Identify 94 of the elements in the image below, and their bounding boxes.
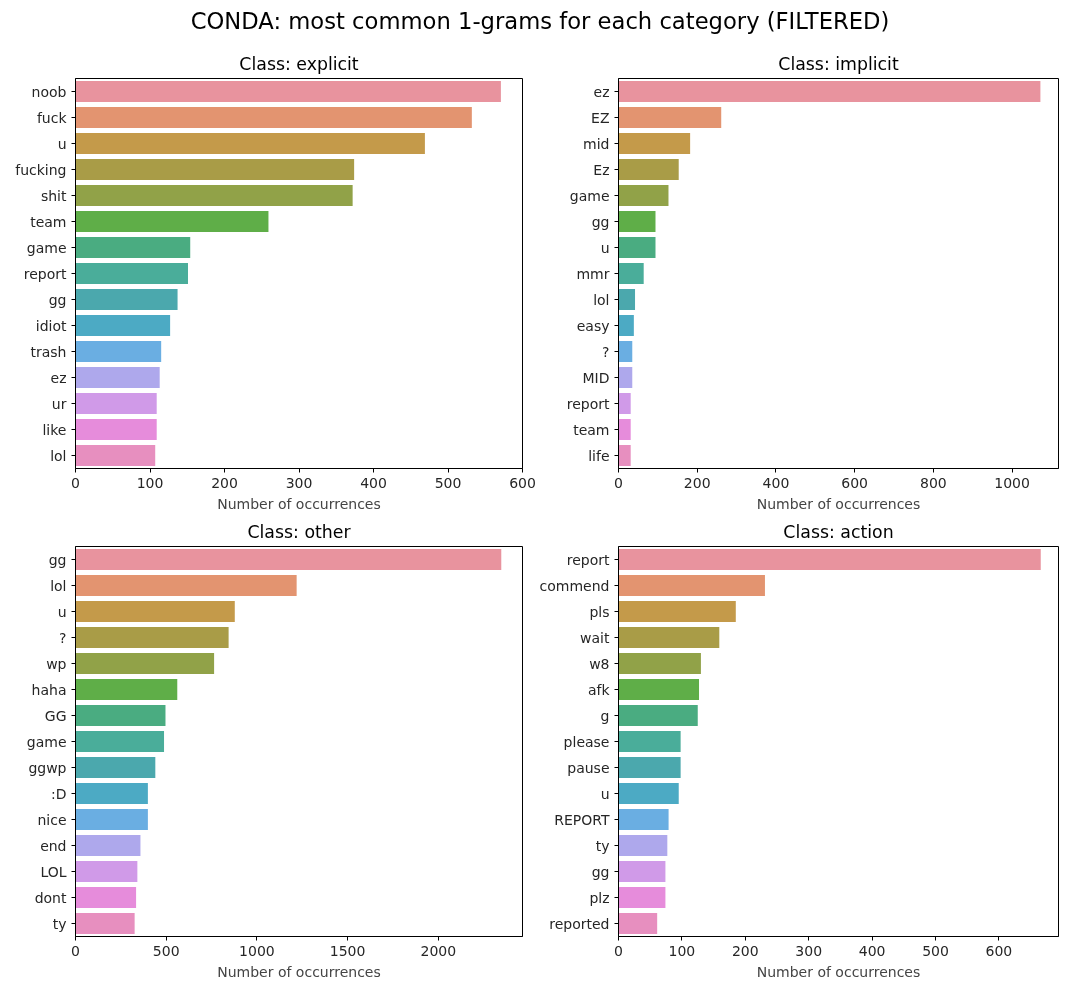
y-tick-label: pls xyxy=(589,603,610,620)
y-tick-label: ur xyxy=(51,395,67,412)
chart-title: Class: other xyxy=(247,521,352,542)
y-tick-label: like xyxy=(42,421,67,438)
y-tick-label: REPORT xyxy=(554,811,610,828)
x-tick-label: 2000 xyxy=(420,942,457,959)
x-tick-label: 600 xyxy=(509,474,536,491)
x-tick-label: 600 xyxy=(985,942,1013,959)
x-tick-label: 200 xyxy=(211,474,238,491)
x-tick-label: 0 xyxy=(71,474,80,491)
y-tick-label: ez xyxy=(593,83,610,100)
x-tick-label: 300 xyxy=(795,942,823,959)
x-tick-label: 600 xyxy=(841,474,869,491)
x-tick-label: 100 xyxy=(136,474,164,491)
y-tick-label: w8 xyxy=(589,655,610,672)
x-axis-title: Number of occurrences xyxy=(217,963,381,980)
x-tick-label: 1000 xyxy=(994,474,1030,491)
y-tick-label: gg xyxy=(591,213,610,230)
y-tick-label: gg xyxy=(591,863,610,880)
chart-title: Class: action xyxy=(783,521,894,542)
y-tick-label: game xyxy=(26,733,67,750)
y-tick-label: lol xyxy=(50,577,67,594)
y-tick-label: ty xyxy=(595,837,610,854)
y-tick-label: mmr xyxy=(576,265,610,282)
x-tick-label: 0 xyxy=(614,942,623,959)
y-tick-label: afk xyxy=(587,681,611,698)
y-tick-label: wait xyxy=(580,629,611,646)
x-tick-label: 400 xyxy=(762,474,790,491)
y-tick-label: easy xyxy=(576,317,610,334)
x-tick-label: 200 xyxy=(683,474,711,491)
y-tick-label: team xyxy=(30,213,67,230)
y-tick-label: u xyxy=(57,135,67,152)
y-tick-label: EZ xyxy=(591,109,610,126)
y-tick-label: nice xyxy=(37,811,67,828)
y-tick-label: lol xyxy=(50,447,67,464)
y-tick-label: ? xyxy=(59,629,67,646)
y-tick-label: ? xyxy=(602,343,610,360)
y-tick-label: fucking xyxy=(15,161,67,178)
x-tick-label: 800 xyxy=(919,474,947,491)
x-tick-label: 500 xyxy=(152,942,180,959)
x-tick-label: 0 xyxy=(614,474,623,491)
x-tick-label: 500 xyxy=(434,474,462,491)
x-tick-label: 0 xyxy=(71,942,80,959)
y-tick-label: end xyxy=(40,837,67,854)
y-tick-label: dont xyxy=(34,889,68,906)
y-tick-label: MID xyxy=(582,369,610,386)
y-tick-label: :D xyxy=(51,785,67,802)
y-tick-label: LOL xyxy=(40,863,67,880)
x-tick-label: 400 xyxy=(360,474,387,491)
y-tick-label: ez xyxy=(50,369,67,386)
y-tick-label: ggwp xyxy=(28,759,67,776)
x-tick-label: 1500 xyxy=(329,942,366,959)
y-tick-label: please xyxy=(563,733,610,750)
y-tick-label: report xyxy=(566,395,611,412)
y-tick-label: commend xyxy=(539,577,610,594)
x-axis-title: Number of occurrences xyxy=(217,495,381,512)
y-tick-label: lol xyxy=(593,291,610,308)
x-tick-label: 500 xyxy=(922,942,949,959)
x-tick-label: 100 xyxy=(668,942,696,959)
y-tick-label: fuck xyxy=(36,109,68,126)
x-axis-title: Number of occurrences xyxy=(756,495,921,512)
y-tick-label: shit xyxy=(40,187,68,204)
y-tick-label: reported xyxy=(549,915,610,932)
x-axis-title: Number of occurrences xyxy=(756,963,921,980)
y-tick-label: report xyxy=(566,551,611,568)
y-tick-label: wp xyxy=(46,655,67,672)
y-tick-label: idiot xyxy=(35,317,68,334)
y-tick-label: u xyxy=(57,603,67,620)
y-tick-label: noob xyxy=(31,83,67,100)
y-tick-label: pause xyxy=(567,759,610,776)
y-tick-label: game xyxy=(26,239,67,256)
y-tick-label: ty xyxy=(52,915,67,932)
x-tick-label: 300 xyxy=(285,474,313,491)
y-tick-label: life xyxy=(588,447,610,464)
y-tick-label: game xyxy=(569,187,610,204)
x-tick-label: 200 xyxy=(731,942,759,959)
y-tick-label: gg xyxy=(48,551,67,568)
x-tick-label: 1000 xyxy=(239,942,275,959)
y-tick-label: mid xyxy=(583,135,610,152)
text: CONDA: most common 1-grams for each category (FILTERED) xyxy=(190,7,890,36)
y-tick-label: haha xyxy=(31,681,67,698)
y-tick-label: team xyxy=(573,421,610,438)
y-tick-label: u xyxy=(600,785,610,802)
y-tick-label: plz xyxy=(589,889,610,906)
y-tick-label: trash xyxy=(30,343,67,360)
y-tick-label: Ez xyxy=(593,161,610,178)
y-tick-label: g xyxy=(600,707,610,724)
chart-title: Class: explicit xyxy=(239,53,359,74)
y-tick-label: GG xyxy=(44,707,67,724)
y-tick-label: gg xyxy=(48,291,67,308)
chart-title: Class: implicit xyxy=(778,53,899,74)
y-tick-label: report xyxy=(23,265,68,282)
y-tick-label: u xyxy=(600,239,610,256)
x-tick-label: 400 xyxy=(858,942,886,959)
